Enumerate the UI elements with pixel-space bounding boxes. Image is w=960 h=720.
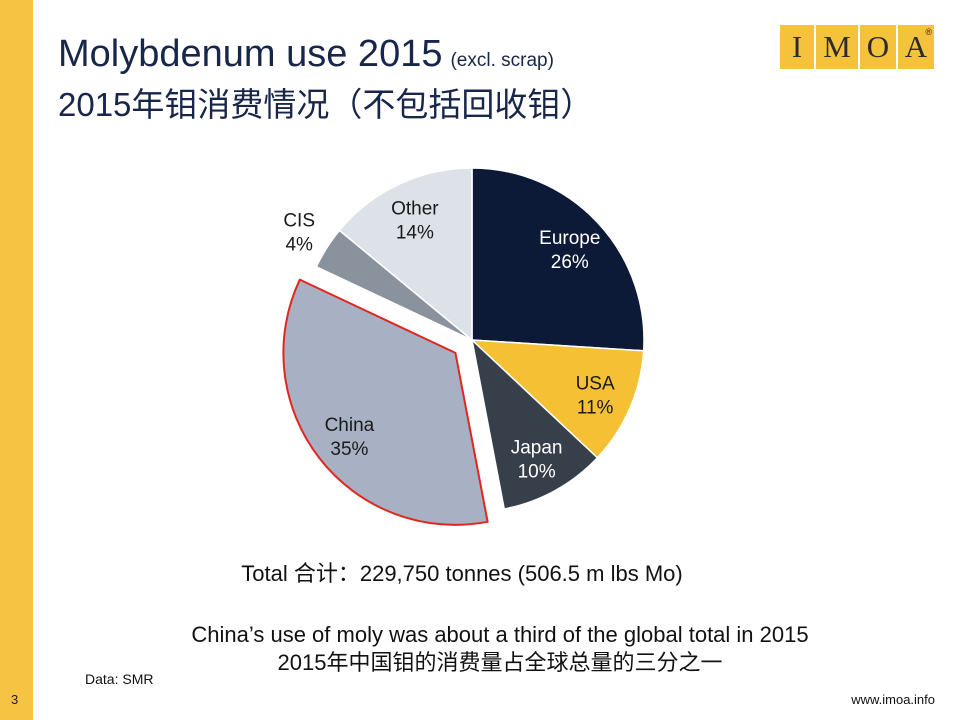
pie-slice-japan	[471, 339, 599, 510]
accent-bar	[0, 0, 33, 720]
total-consumption: Total 合计：229,750 tonnes (506.5 m lbs Mo)	[241, 561, 683, 586]
pie-slice-other	[338, 167, 473, 341]
pie-slice-usa	[471, 339, 645, 459]
pie-slices	[282, 167, 645, 526]
slice-name-cis: CIS	[283, 210, 315, 231]
registered-mark: ®	[925, 27, 932, 37]
logo-letter: A	[904, 29, 928, 64]
logo-box-o: O	[860, 25, 896, 69]
slice-name-europe: Europe	[539, 228, 600, 249]
data-source: Data: SMR	[85, 671, 154, 687]
slice-label-cis: CIS 4%	[283, 210, 315, 255]
title-text: Molybdenum use 2015	[58, 33, 443, 75]
slice-name-other: Other	[391, 199, 439, 220]
slice-name-china: China	[325, 415, 375, 436]
caption-english: China’s use of moly was about a third of…	[191, 622, 809, 647]
slice-label-europe: Europe 26%	[539, 228, 600, 273]
logo-letter: M	[823, 29, 851, 64]
slice-label-usa: USA 11%	[576, 373, 615, 418]
slice-value-europe: 26%	[551, 252, 589, 273]
pie-slice-europe	[471, 167, 645, 352]
caption-chinese: 2015年中国钼的消费量占全球总量的三分之一	[277, 650, 723, 675]
slice-label-china: China 35%	[325, 415, 375, 460]
logo-box-a: A ®	[898, 25, 934, 69]
slice-value-other: 14%	[396, 223, 434, 244]
slice-label-japan: Japan 10%	[511, 438, 563, 483]
slice-value-japan: 10%	[518, 462, 556, 483]
imoa-logo: I M O A ®	[780, 25, 934, 69]
slice-value-cis: 4%	[285, 234, 313, 255]
page-title: Molybdenum use 2015 (excl. scrap)	[58, 32, 554, 84]
page-subtitle: 2015年钼消费情况（不包括回收钼）	[58, 86, 594, 123]
logo-box-i: I	[780, 25, 814, 69]
logo-letter: O	[866, 29, 890, 64]
title-note: (excl. scrap)	[450, 50, 554, 71]
pie-slice-china	[282, 278, 489, 526]
pie-labels: Europe 26% USA 11% Japan 10% China 35% CIS 4% Othe…	[283, 199, 615, 483]
pie-chart: Europe 26% USA 11% Japan 10% China 35% CIS 4% Othe…	[282, 167, 645, 526]
page-number: 3	[11, 692, 19, 707]
slice-name-usa: USA	[576, 373, 615, 394]
logo-box-m: M	[816, 25, 858, 69]
slice-value-usa: 11%	[577, 397, 614, 418]
website-url[interactable]: www.imoa.info	[851, 692, 935, 707]
slice-name-japan: Japan	[511, 438, 563, 459]
slice-label-other: Other 14%	[391, 199, 439, 244]
logo-letter: I	[791, 29, 803, 64]
slice-value-china: 35%	[330, 439, 368, 460]
